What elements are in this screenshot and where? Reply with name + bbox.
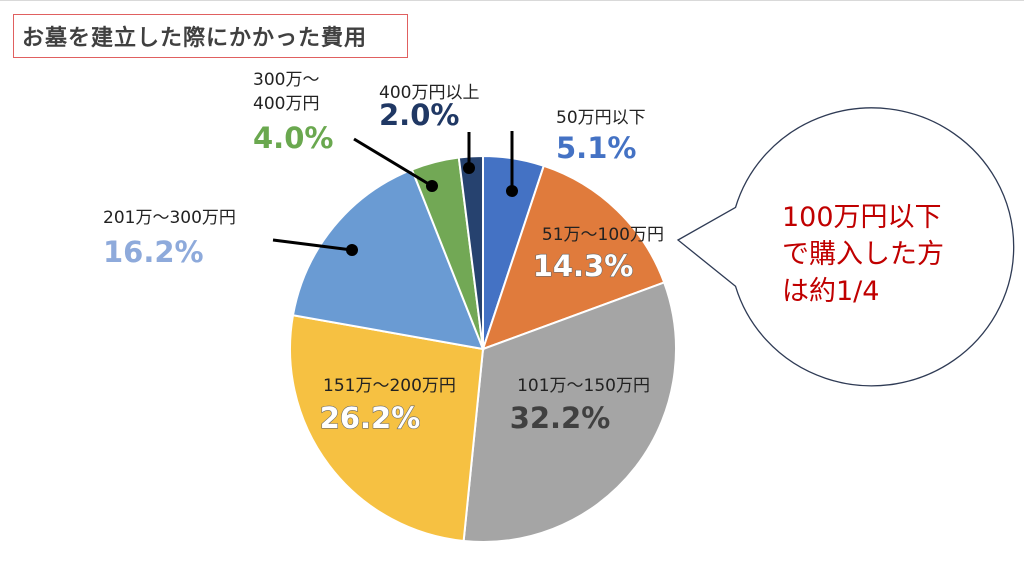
leader-line <box>353 137 433 188</box>
category-label: 400万円 <box>253 94 319 114</box>
leader-dot <box>346 244 358 256</box>
category-label: 50万円以下 <box>556 108 646 128</box>
category-label: 400万円以上 <box>379 83 479 103</box>
leader-dot <box>463 162 475 174</box>
callout-bubble-shape <box>676 107 1015 387</box>
percent-label: 4.0% <box>253 121 333 155</box>
slice-labels: 50万円以下 5.1% 51万〜100万円 14.3% 101万〜150万円 32.2% 1… <box>103 70 664 436</box>
pie-slice <box>457 154 484 350</box>
percent-label: 14.3% <box>533 249 634 283</box>
category-label: 201万〜300万円 <box>103 208 236 228</box>
pie-slice <box>481 164 666 351</box>
percent-label: 2.0% <box>379 98 459 132</box>
category-label: 300万〜 <box>253 70 319 90</box>
category-label: 51万〜100万円 <box>542 225 664 245</box>
chart-title: お墓を建立した際にかかった費用 <box>13 14 408 58</box>
pie-slices <box>289 154 677 543</box>
callout-text-line: は約1/4 <box>782 276 879 307</box>
leader-line <box>272 238 353 252</box>
pie-slice <box>462 281 677 543</box>
pie-slice <box>289 314 485 543</box>
category-label: 101万〜150万円 <box>517 376 650 396</box>
callout-text-line: で購入した方 <box>782 239 944 270</box>
percent-label: 5.1% <box>556 131 636 165</box>
callout-text-line: 100万円以下 <box>782 202 942 233</box>
percent-label: 32.2% <box>510 401 611 435</box>
percent-label: 26.2% <box>320 401 421 435</box>
leader-dot <box>506 185 518 197</box>
leader-lines <box>272 131 518 256</box>
top-divider <box>0 0 1024 1</box>
category-label: 151万〜200万円 <box>323 376 456 396</box>
pie-slice <box>291 168 485 351</box>
percent-label: 16.2% <box>103 235 204 269</box>
leader-dot <box>426 180 438 192</box>
